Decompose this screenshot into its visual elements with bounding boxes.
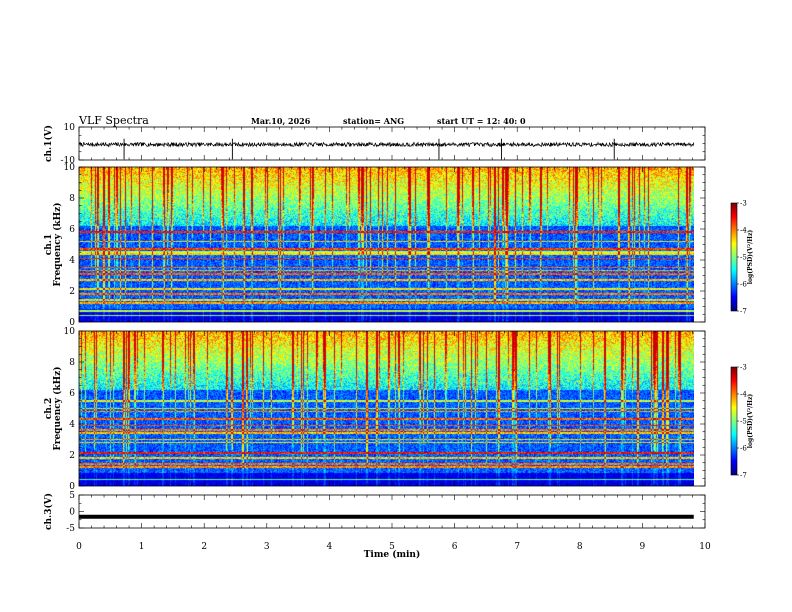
y-tick-label: 2 (69, 287, 75, 297)
y-tick-label: 2 (69, 451, 75, 461)
colorbar-2 (731, 367, 737, 475)
y-axis-label: ch.1 (44, 234, 54, 255)
colorbar-tick-label: -5 (740, 254, 747, 262)
colorbar-tick-label: -3 (740, 200, 747, 208)
y-tick-label: 5 (69, 491, 75, 501)
colorbar-tick-label: -4 (740, 391, 747, 399)
y-tick-label: -10 (61, 156, 76, 166)
colorbar-tick-label: -4 (740, 227, 747, 235)
y-tick-label: 8 (69, 358, 75, 368)
y-tick-label: 0 (69, 482, 75, 492)
colorbar-tick-label: -3 (740, 364, 747, 372)
x-tick-label: 3 (264, 542, 270, 552)
x-tick-label: 1 (139, 542, 145, 552)
axes-layer: -3 -4 -5 -6 -7 log(PSD)(V²/Hz) -3 -4 -5 -6 -7 log(P… (43, 123, 754, 560)
x-tick-label: 6 (452, 542, 458, 552)
y-axis-label: ch.2 (44, 398, 54, 419)
colorbar-tick-label: -6 (740, 281, 747, 289)
y-axis-label: ch.3(V) (43, 493, 54, 530)
y-tick-label: 8 (69, 194, 75, 204)
x-tick-label: 2 (201, 542, 207, 552)
y-tick-label: 0 (69, 508, 75, 518)
colorbar-tick-label: -5 (740, 418, 747, 426)
y-axis-label: ch.1(V) (43, 125, 54, 162)
x-tick-label: 0 (76, 542, 82, 552)
x-axis-label: Time (min) (364, 549, 421, 560)
waveform-layer (78, 138, 695, 519)
colorbar-tick-label: -7 (740, 472, 747, 480)
colorbar-tick-label: -7 (740, 308, 747, 316)
x-tick-label: 4 (327, 542, 333, 552)
colorbar-tick-label: -6 (740, 445, 747, 453)
y-tick-label: 6 (69, 225, 75, 235)
x-tick-label: 7 (514, 542, 520, 552)
x-tick-label: 9 (640, 542, 646, 552)
x-tick-label: 5 (389, 542, 395, 552)
y-tick-label: 4 (69, 256, 75, 266)
y-tick-label: 10 (64, 163, 76, 173)
y-tick-label: -5 (66, 524, 75, 534)
ch1-waveform-trace (78, 141, 695, 148)
spectrogram-layer (79, 167, 737, 486)
start-time-label: start UT = 12: 40: 0 (437, 116, 526, 126)
ch2-spectrogram-image (79, 331, 694, 486)
date-label: Mar.10, 2026 (251, 116, 311, 126)
figure-title: VLF Spectra (79, 114, 149, 127)
y-tick-label: 4 (69, 420, 75, 430)
colorbar-label: log(PSD)(V²/Hz) (747, 230, 754, 285)
station-label: station= ANG (343, 116, 405, 126)
colorbar-label: log(PSD)(V²/Hz) (747, 394, 754, 449)
ch1-spectrogram-image (79, 167, 694, 322)
y-axis-label: Frequency (kHz) (52, 366, 63, 450)
y-tick-label: 10 (64, 327, 76, 337)
y-axis-label: Frequency (kHz) (52, 202, 63, 286)
y-tick-label: 0 (69, 318, 75, 328)
x-tick-label: 10 (699, 542, 711, 552)
y-tick-label: 10 (64, 123, 76, 133)
colorbar-1 (731, 203, 737, 311)
y-tick-label: 6 (69, 389, 75, 399)
x-tick-label: 8 (577, 542, 583, 552)
